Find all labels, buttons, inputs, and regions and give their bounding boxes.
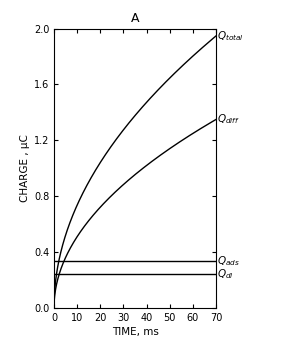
Text: $Q_{total}$: $Q_{total}$ bbox=[217, 29, 244, 43]
Text: $Q_{ads}$: $Q_{ads}$ bbox=[217, 254, 240, 268]
Text: $Q_{dl}$: $Q_{dl}$ bbox=[217, 267, 234, 281]
Title: A: A bbox=[131, 12, 139, 25]
X-axis label: TIME, ms: TIME, ms bbox=[112, 327, 158, 337]
Text: $Q_{diff}$: $Q_{diff}$ bbox=[217, 112, 240, 126]
Y-axis label: CHARGE , μC: CHARGE , μC bbox=[20, 134, 30, 202]
